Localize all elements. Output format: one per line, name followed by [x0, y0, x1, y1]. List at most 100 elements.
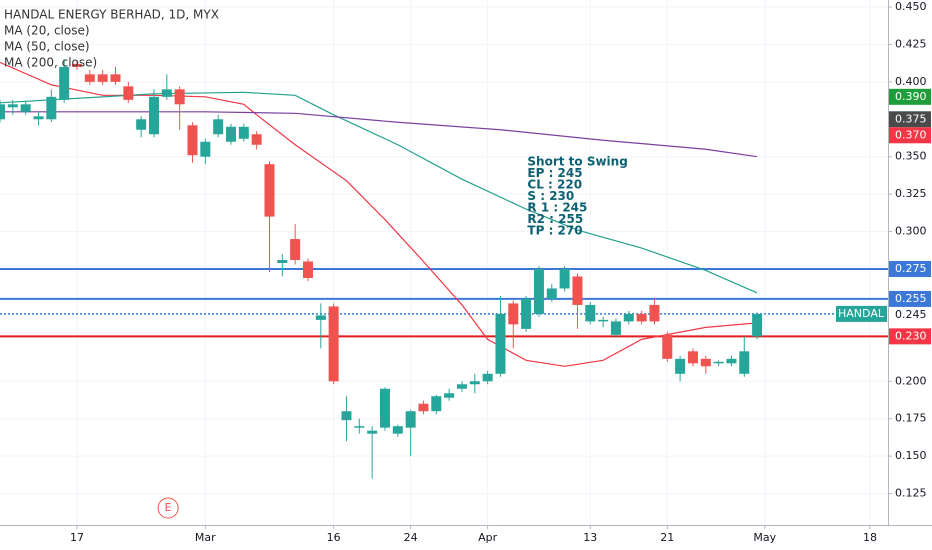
y-tick-label: 0.300	[895, 225, 927, 238]
candle-body	[726, 358, 737, 364]
candle-body	[469, 381, 480, 385]
candle-body	[713, 361, 724, 364]
annotation-line: TP : 270	[527, 223, 582, 237]
candle-body	[521, 298, 532, 329]
candle-body	[392, 426, 403, 434]
price-label: 0.230	[895, 329, 927, 342]
annotation-line: R2 : 255	[527, 212, 583, 226]
symbol-label: HANDAL	[838, 307, 885, 320]
axes: 0.450 0.425 0.400 0.350 0.325 0.300 0.200 0.175…	[70, 0, 931, 544]
candle-body	[585, 304, 596, 322]
candle-body	[379, 388, 390, 428]
y-tick-label: 0.425	[895, 37, 927, 50]
y-tick-label: 0.450	[895, 0, 927, 13]
candle-body	[546, 288, 557, 299]
price-label: 0.370	[895, 128, 927, 141]
candle-body	[367, 430, 378, 434]
candle-body	[213, 119, 224, 135]
candle-body	[328, 306, 339, 382]
candle-body	[84, 74, 95, 82]
candle-body	[495, 313, 506, 374]
y-tick-label: 0.175	[895, 412, 927, 425]
candle-body	[264, 164, 275, 217]
candle-body	[354, 426, 365, 428]
candle-body	[71, 63, 82, 67]
y-tick-label: 0.150	[895, 449, 927, 462]
candle-body	[97, 74, 108, 82]
candle-body	[161, 89, 172, 97]
y-tick-label: 0.325	[895, 187, 927, 200]
price-label-box	[889, 260, 931, 277]
candle-body	[444, 393, 455, 398]
legend-entry: MA (20, close)	[4, 24, 90, 38]
y-tick-label: 0.400	[895, 75, 927, 88]
event-label: E	[165, 501, 172, 514]
candle-body	[302, 261, 313, 278]
candle-body	[277, 260, 288, 264]
legend-entry: MA (50, close)	[4, 40, 90, 54]
ma-line	[0, 91, 758, 294]
candle-body	[136, 119, 147, 130]
price-label-box	[889, 111, 931, 128]
annotation-line: R 1 : 245	[527, 200, 587, 214]
price-label: 0.245	[895, 308, 927, 321]
candle-body	[290, 239, 301, 261]
candle-body	[20, 104, 31, 112]
candle-body	[110, 74, 121, 82]
candle-body	[187, 125, 198, 156]
ma-line	[0, 111, 758, 158]
price-label: 0.275	[895, 262, 927, 275]
candle-body	[251, 134, 262, 145]
candle-body	[662, 334, 673, 359]
x-tick-label: 18	[863, 531, 877, 544]
candle-body	[46, 96, 57, 120]
price-label-box	[889, 88, 931, 105]
candle-body	[33, 116, 44, 120]
candle-body	[174, 89, 185, 105]
y-tick-label: 0.125	[895, 487, 927, 500]
grid	[0, 0, 888, 525]
candle-body	[675, 358, 686, 374]
x-tick-label: 16	[327, 531, 341, 544]
candle-body	[341, 411, 352, 421]
candle-body	[431, 396, 442, 412]
y-tick-label: 0.350	[895, 150, 927, 163]
candle-body	[623, 313, 634, 322]
candle-body	[238, 126, 249, 139]
annotation-line: CL : 220	[527, 177, 582, 191]
candle-body	[456, 384, 467, 389]
candle-body	[315, 315, 326, 320]
candle-body	[687, 351, 698, 364]
y-tick-label: 0.200	[895, 374, 927, 387]
candle-body	[598, 319, 609, 322]
x-tick-label: 21	[660, 531, 674, 544]
candle-body	[700, 358, 711, 367]
candle-body	[59, 66, 70, 100]
annotation-line: EP : 245	[527, 166, 582, 180]
candle-body	[572, 276, 583, 305]
x-tick-label: Mar	[195, 531, 216, 544]
price-label: 0.255	[895, 292, 927, 305]
candle-body	[148, 96, 159, 135]
candle-body	[405, 411, 416, 428]
candle-body	[649, 304, 660, 322]
candle-body	[752, 313, 763, 337]
event-marker	[157, 497, 179, 519]
candle-body	[610, 321, 621, 335]
candle-body	[0, 104, 5, 120]
candle-body	[739, 351, 750, 374]
candle-body	[533, 268, 544, 314]
candle-body	[508, 303, 519, 325]
candle-body	[482, 373, 493, 382]
plot: HANDAL E	[0, 59, 888, 519]
x-tick-label: 13	[583, 531, 597, 544]
annotation-line: S : 230	[527, 189, 574, 203]
price-label: 0.390	[895, 90, 927, 103]
x-tick-label: 17	[70, 531, 84, 544]
price-label: 0.375	[895, 112, 927, 125]
x-tick-label: Apr	[478, 531, 498, 544]
price-label-box	[889, 328, 931, 345]
price-label-box	[889, 290, 931, 307]
